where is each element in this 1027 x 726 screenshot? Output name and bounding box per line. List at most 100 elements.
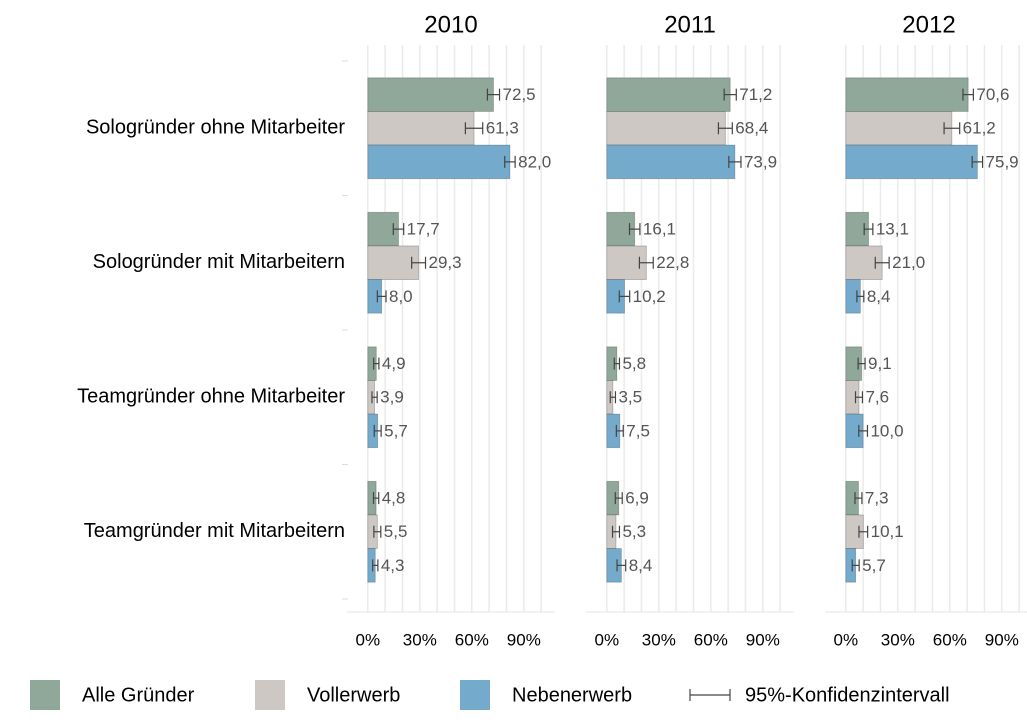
value-label: 3,9 (380, 388, 404, 407)
panel-title: 2010 (424, 11, 477, 38)
error-bar (717, 122, 733, 135)
bar (606, 144, 736, 180)
error-bar (371, 391, 378, 404)
error-bar (618, 290, 631, 303)
error-bar (376, 290, 387, 303)
error-bar (615, 424, 624, 437)
value-label: 9,1 (868, 354, 892, 373)
error-bar (962, 88, 974, 101)
value-label: 8,0 (389, 287, 413, 306)
value-label: 73,9 (744, 152, 777, 171)
error-bar (504, 155, 516, 168)
error-bar (728, 155, 742, 168)
error-bar (373, 525, 382, 538)
value-label: 5,8 (622, 354, 646, 373)
error-bar (392, 223, 405, 236)
value-label: 72,5 (503, 85, 536, 104)
error-bar (372, 492, 380, 505)
value-label: 13,1 (876, 220, 909, 239)
value-label: 70,6 (976, 85, 1009, 104)
value-label: 4,9 (382, 354, 406, 373)
error-bar (486, 88, 501, 101)
x-tick-label: 90% (507, 630, 541, 649)
bar (367, 245, 419, 280)
panel-title: 2012 (902, 11, 955, 38)
error-bar (628, 223, 641, 236)
error-bar (857, 357, 866, 370)
bar (845, 144, 978, 180)
bar (367, 144, 511, 180)
error-bar (723, 88, 737, 101)
value-label: 7,6 (865, 388, 889, 407)
x-tick-label: 30% (881, 630, 915, 649)
error-bar (854, 391, 864, 404)
error-bar (638, 256, 654, 269)
error-bar (874, 256, 890, 269)
value-label: 16,1 (643, 220, 676, 239)
value-label: 75,9 (986, 152, 1019, 171)
value-label: 5,7 (862, 556, 886, 575)
value-label: 61,2 (963, 119, 996, 138)
error-bar (613, 357, 621, 370)
value-label: 5,7 (384, 421, 408, 440)
legend-swatch (30, 680, 60, 710)
value-label: 82,0 (518, 152, 551, 171)
error-bar (373, 357, 380, 370)
error-bar (854, 492, 863, 505)
error-bar (411, 256, 427, 269)
error-bar (863, 223, 874, 236)
x-tick-label: 30% (403, 630, 437, 649)
value-label: 17,7 (407, 220, 440, 239)
error-bar (614, 492, 623, 505)
x-tick-label: 60% (694, 630, 728, 649)
value-label: 6,9 (625, 489, 649, 508)
legend: 95%-Konfidenzintervall (689, 684, 950, 706)
category-label: Sologründer mit Mitarbeitern (93, 251, 345, 273)
legend-label: Vollerwerb (307, 684, 400, 706)
error-bar (971, 155, 984, 168)
x-tick-label: 0% (356, 630, 381, 649)
x-tick-label: 90% (746, 630, 780, 649)
error-bar (858, 525, 869, 538)
error-bar (856, 290, 865, 303)
x-tick-label: 0% (834, 630, 859, 649)
legend-label: Nebenerwerb (512, 684, 632, 706)
error-bar (616, 559, 627, 572)
error-bar (373, 424, 382, 437)
value-label: 7,5 (626, 421, 650, 440)
bar (367, 77, 494, 112)
value-label: 61,3 (486, 119, 519, 138)
value-label: 5,3 (622, 522, 646, 541)
error-bar (943, 122, 961, 135)
category-label: Teamgründer mit Mitarbeitern (84, 520, 345, 542)
value-label: 29,3 (429, 253, 462, 272)
bar (606, 77, 731, 112)
value-label: 8,4 (867, 287, 891, 306)
value-label: 8,4 (629, 556, 653, 575)
legend-swatch (255, 680, 285, 710)
bar (606, 111, 726, 146)
x-tick-label: 60% (455, 630, 489, 649)
error-bar (372, 559, 379, 572)
value-label: 71,2 (739, 85, 772, 104)
bar (367, 111, 475, 146)
error-bar (464, 122, 484, 135)
value-label: 7,3 (865, 489, 889, 508)
category-label: Teamgründer ohne Mitarbeiter (77, 386, 345, 408)
value-label: 4,8 (382, 489, 406, 508)
value-label: 3,5 (618, 388, 642, 407)
x-tick-label: 30% (642, 630, 676, 649)
bar (845, 77, 969, 112)
value-label: 4,3 (381, 556, 405, 575)
category-label: Sologründer ohne Mitarbeiter (86, 117, 345, 139)
x-tick-label: 90% (985, 630, 1019, 649)
error-bar (858, 424, 869, 437)
value-label: 5,5 (384, 522, 408, 541)
value-label: 10,2 (633, 287, 666, 306)
error-bar (851, 559, 860, 572)
x-tick-label: 0% (595, 630, 620, 649)
value-label: 22,8 (656, 253, 689, 272)
error-bar (609, 391, 617, 404)
value-label: 68,4 (735, 119, 768, 138)
